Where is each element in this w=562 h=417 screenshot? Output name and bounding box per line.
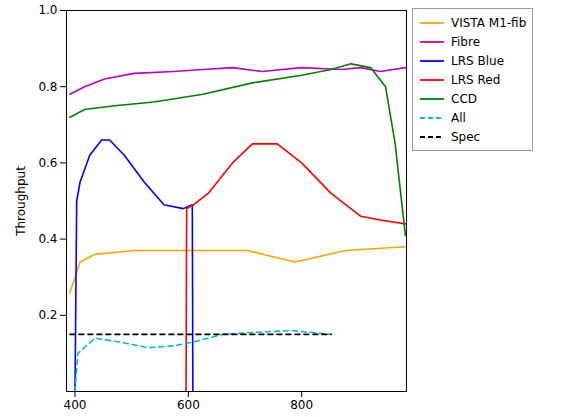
svg-text:0.6: 0.6 [38,156,57,170]
html-text:Fibre: Fibre [451,34,480,49]
html-text:LRS Blue: LRS Blue [451,53,504,68]
html-text:VISTA M1-fib: VISTA M1-fib [451,15,527,30]
html-text:Spec: Spec [451,129,481,144]
html-text:All: All [451,110,466,125]
svg-text:0.4: 0.4 [38,232,57,246]
svg-text:800: 800 [290,398,313,412]
svg-text:600: 600 [177,398,200,412]
svg-text:Throughput: Throughput [14,166,28,237]
svg-text:0.8: 0.8 [38,80,57,94]
svg-text:0.2: 0.2 [38,308,57,322]
html-text:CCD: CCD [451,91,477,106]
svg-text:400: 400 [64,398,87,412]
html-text:LRS Red: LRS Red [451,72,501,87]
svg-text:1.0: 1.0 [38,3,57,17]
